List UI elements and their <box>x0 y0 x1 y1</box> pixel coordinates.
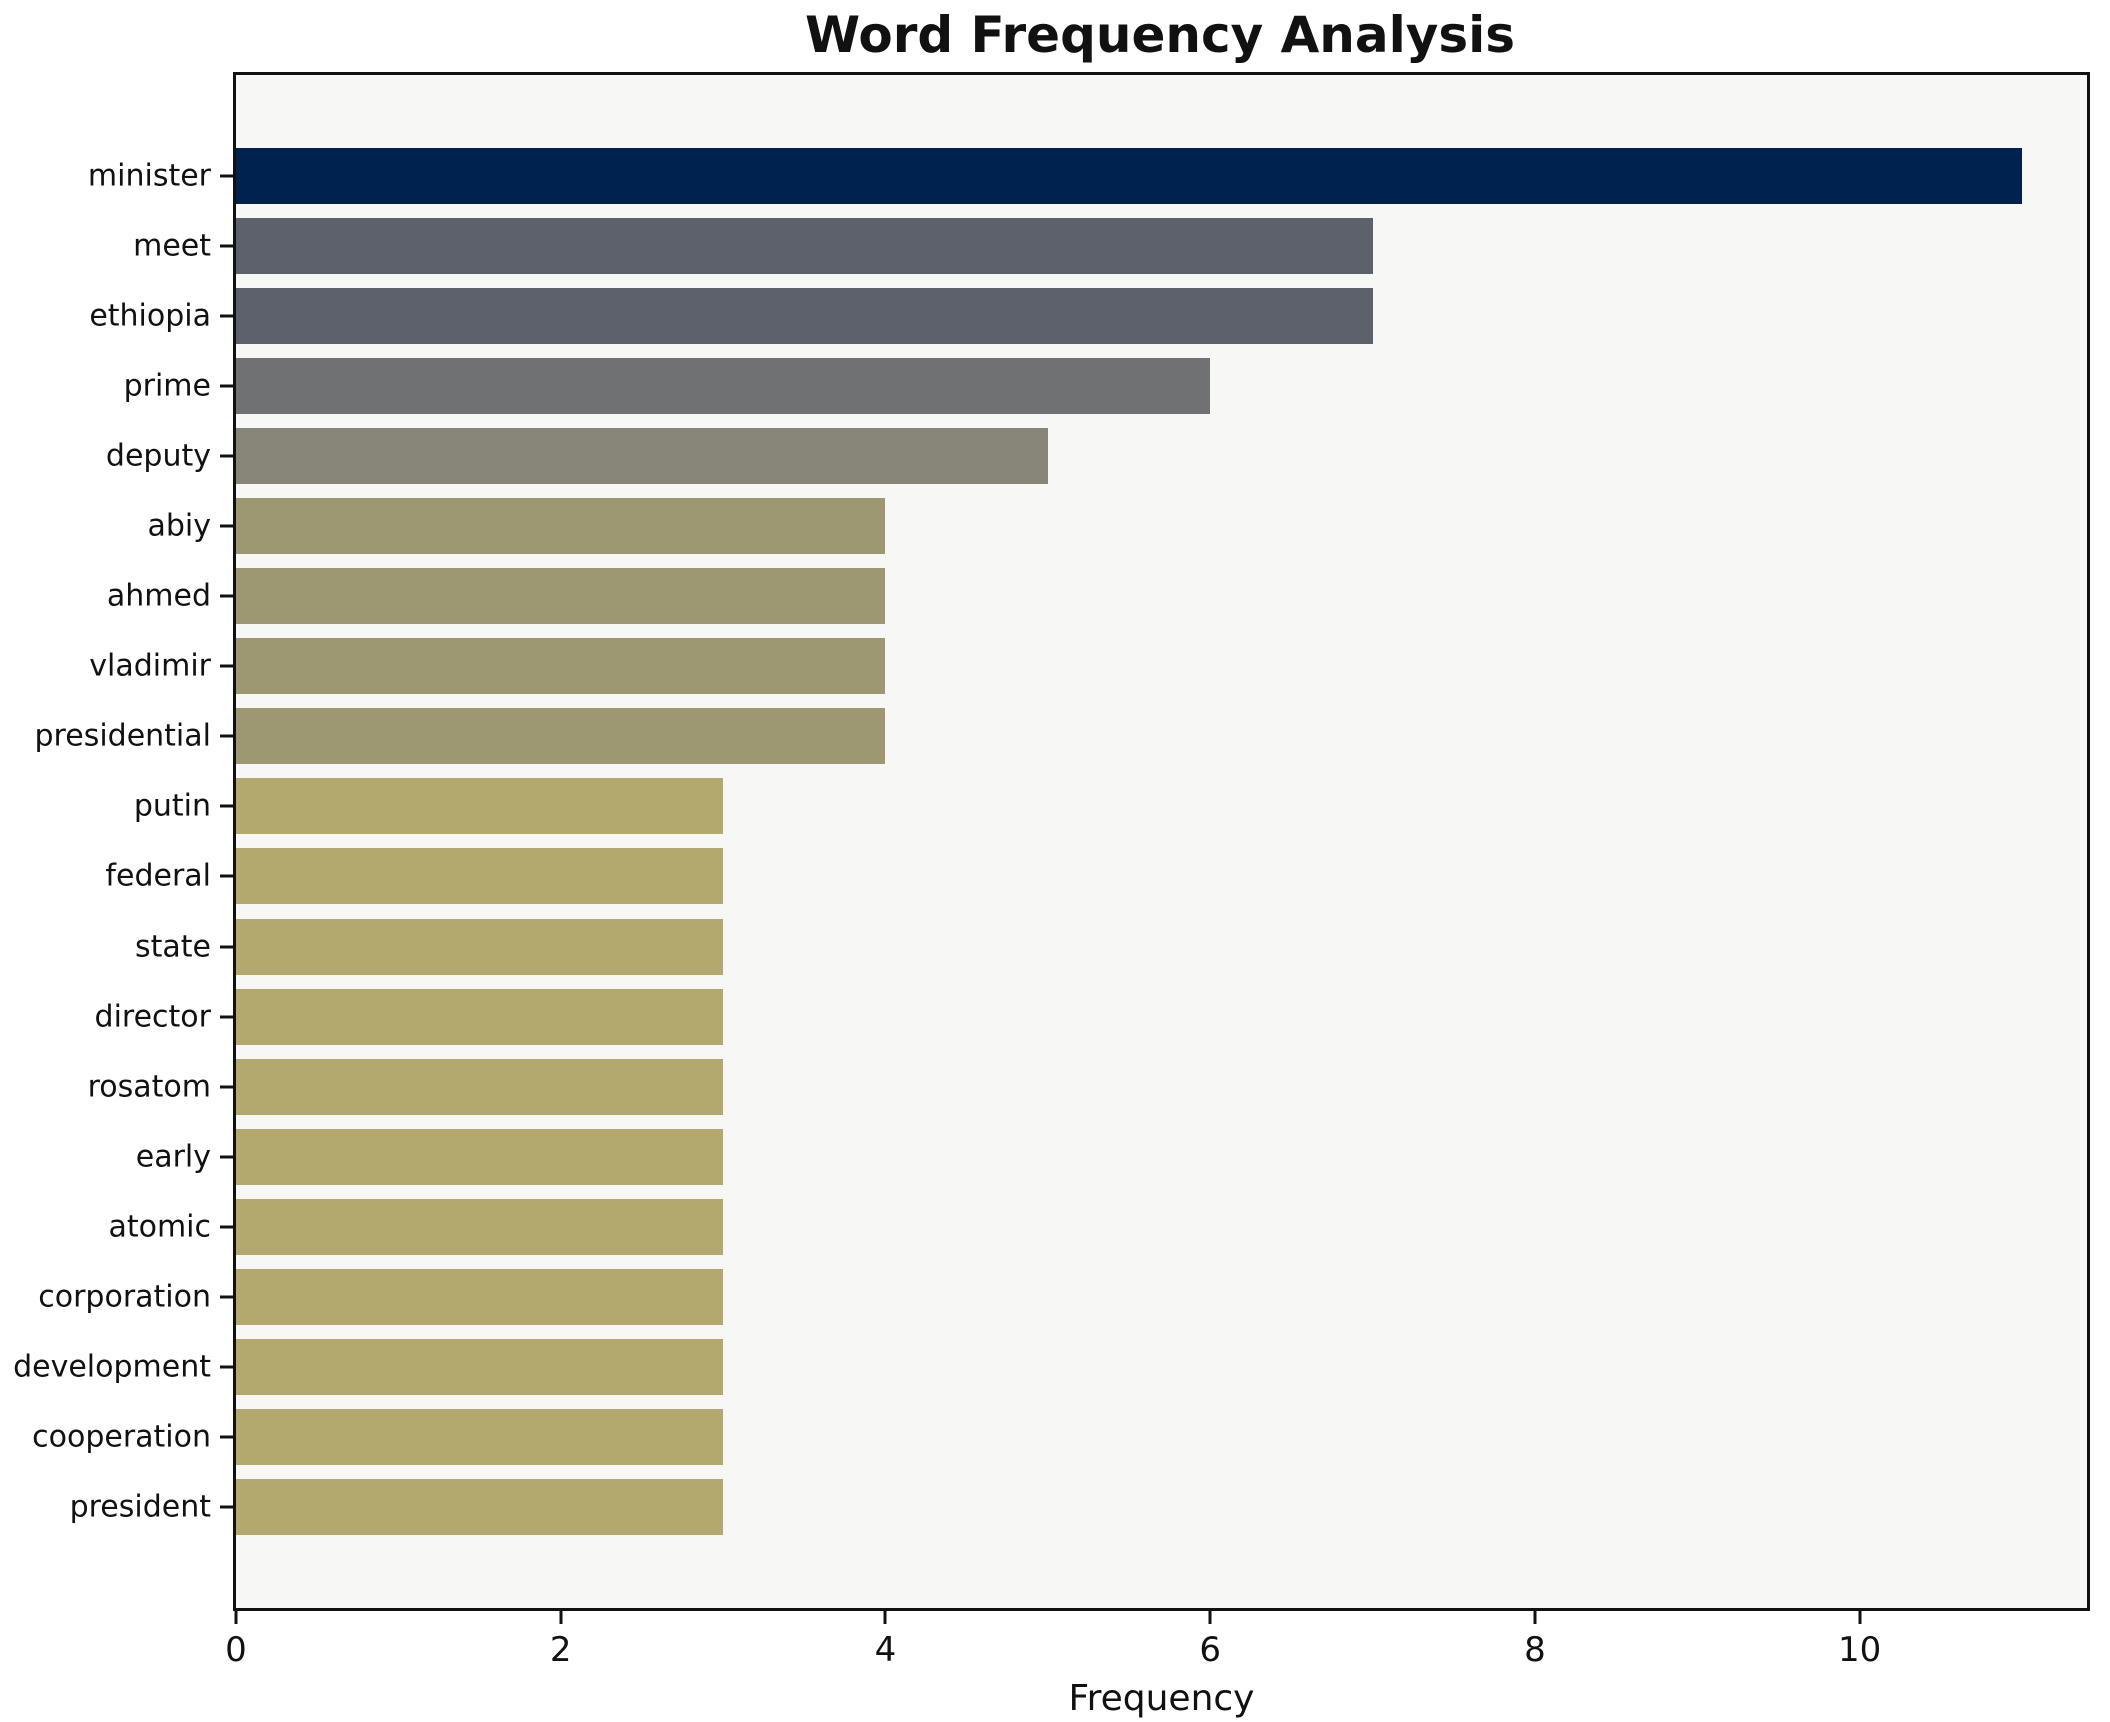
y-tick-label: cooperation <box>32 1419 211 1455</box>
bar <box>236 568 886 625</box>
y-tick-label: director <box>94 999 211 1035</box>
x-tick <box>1533 1611 1537 1624</box>
x-tick <box>883 1611 887 1624</box>
y-tick-label: president <box>69 1489 211 1525</box>
x-tick-label: 4 <box>874 1630 897 1670</box>
bar-row: abiy <box>147 491 2087 561</box>
bar <box>236 988 724 1045</box>
bar <box>236 218 1373 275</box>
y-tick <box>220 1435 233 1439</box>
y-tick-label: atomic <box>108 1209 211 1245</box>
bar-row: ethiopia <box>89 281 2087 351</box>
y-tick <box>220 874 233 878</box>
x-tick-label: 0 <box>225 1630 247 1670</box>
y-tick <box>220 804 233 808</box>
x-tick <box>1208 1611 1212 1624</box>
bar-row: director <box>95 982 2087 1052</box>
bar-row: minister <box>88 141 2087 211</box>
bar-row: ahmed <box>107 561 2087 631</box>
y-tick-label: early <box>135 1139 211 1175</box>
y-tick-label: putin <box>133 788 211 824</box>
x-tick-label: 8 <box>1524 1630 1546 1670</box>
bar-row: prime <box>124 351 2087 421</box>
x-tick <box>559 1611 563 1624</box>
y-tick <box>220 734 233 738</box>
y-tick-label: ethiopia <box>89 298 211 334</box>
bar <box>236 1058 724 1115</box>
bar-row: putin <box>134 771 2087 841</box>
bar <box>236 848 724 905</box>
y-tick <box>220 594 233 598</box>
bar <box>236 638 886 695</box>
bar <box>236 1268 724 1325</box>
bar-row: president <box>70 1472 2087 1542</box>
bar <box>236 148 2023 204</box>
bar-row: early <box>136 1122 2087 1192</box>
x-tick <box>1858 1611 1862 1624</box>
bar-row: development <box>13 1332 2087 1402</box>
y-tick <box>220 384 233 388</box>
y-tick <box>220 524 233 528</box>
bar-row: vladimir <box>89 631 2087 701</box>
chart-title: Word Frequency Analysis <box>804 6 1516 64</box>
bar-row: corporation <box>38 1262 2087 1332</box>
bar-row: federal <box>105 841 2087 911</box>
y-tick <box>220 454 233 458</box>
y-tick <box>220 244 233 248</box>
y-tick-label: presidential <box>34 718 211 754</box>
bar <box>236 918 724 975</box>
bar-row: atomic <box>108 1192 2087 1262</box>
bar <box>236 778 724 835</box>
y-tick-label: deputy <box>105 438 211 474</box>
y-tick <box>220 1155 233 1159</box>
y-tick <box>220 1085 233 1089</box>
y-tick-label: rosatom <box>87 1069 211 1105</box>
bar-row: deputy <box>106 421 2087 491</box>
y-tick-label: state <box>135 929 211 965</box>
y-tick-label: development <box>13 1349 211 1385</box>
bar-row: cooperation <box>32 1402 2087 1472</box>
y-tick-label: ahmed <box>106 578 211 614</box>
y-tick <box>220 314 233 318</box>
bar-row: rosatom <box>88 1052 2087 1122</box>
bar <box>236 1198 724 1255</box>
y-tick <box>220 1295 233 1299</box>
x-tick-label: 6 <box>1199 1630 1222 1670</box>
y-tick <box>220 174 233 178</box>
bar <box>236 498 886 555</box>
y-tick-label: minister <box>87 158 211 194</box>
y-tick-label: federal <box>105 858 211 894</box>
bar <box>236 1338 724 1395</box>
y-tick-label: abiy <box>147 508 211 544</box>
y-tick <box>220 1505 233 1509</box>
x-tick-label: 2 <box>549 1630 572 1670</box>
y-tick-label: vladimir <box>89 648 211 684</box>
y-tick <box>220 945 233 949</box>
y-tick <box>220 1365 233 1369</box>
bar <box>236 708 886 765</box>
y-tick-label: corporation <box>38 1279 211 1315</box>
bar-row: meet <box>133 211 2087 281</box>
bar <box>236 1128 724 1185</box>
bar <box>236 1478 724 1535</box>
bar-row: presidential <box>35 701 2087 771</box>
bar <box>236 428 1048 485</box>
bar-row: state <box>135 912 2087 982</box>
x-tick-label: 10 <box>1838 1630 1882 1670</box>
bar <box>236 1408 724 1465</box>
x-axis-label: Frequency <box>1068 1678 1255 1719</box>
bar <box>236 358 1211 415</box>
y-tick <box>220 664 233 668</box>
plot-area: minister meet ethiopia prime deputy abiy ahmed… <box>13 72 2090 1719</box>
y-tick <box>220 1015 233 1019</box>
x-tick <box>234 1611 238 1624</box>
bars: minister meet ethiopia prime deputy abiy ahmed… <box>13 141 2087 1542</box>
y-tick-label: meet <box>133 228 211 264</box>
bar <box>236 288 1373 345</box>
y-tick-label: prime <box>123 368 211 404</box>
y-tick <box>220 1225 233 1229</box>
